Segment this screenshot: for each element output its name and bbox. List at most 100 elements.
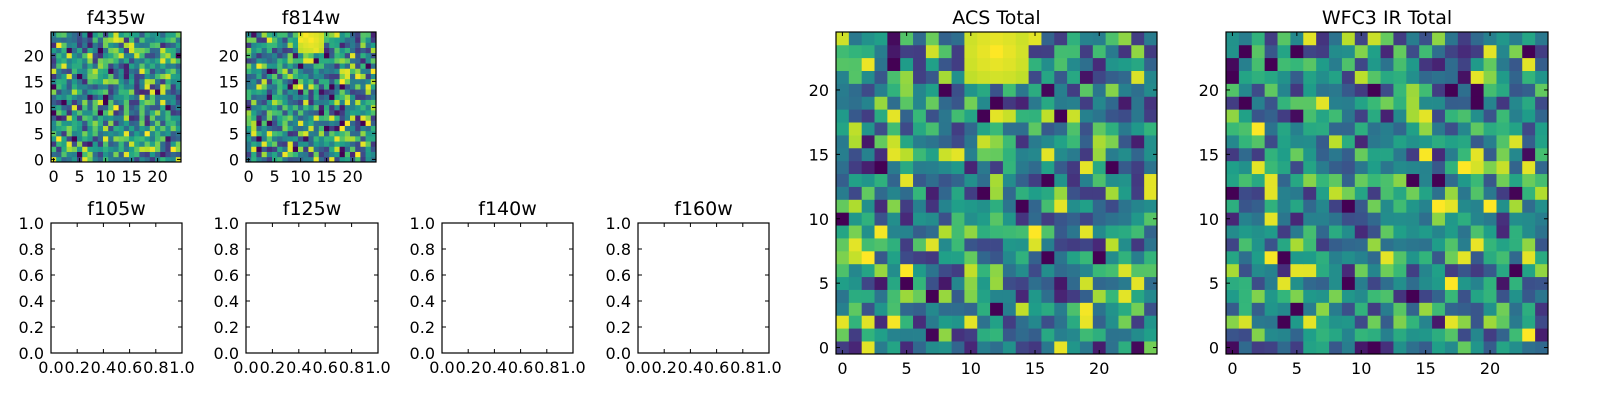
heatmap-cell	[990, 96, 1004, 110]
heatmap-cell	[82, 125, 88, 132]
heatmap-cell	[261, 89, 268, 95]
heatmap-cell	[139, 89, 145, 95]
heatmap-cell	[1105, 83, 1119, 97]
heatmap-cell	[134, 52, 140, 59]
heatmap-cell	[370, 151, 377, 158]
heatmap-cell	[1406, 109, 1420, 123]
heatmap-cell	[350, 42, 356, 48]
heatmap-cell	[900, 315, 914, 329]
heatmap-cell	[1238, 225, 1253, 239]
heatmap-cell	[370, 63, 377, 69]
heatmap-cell	[123, 58, 130, 64]
heatmap-cell	[370, 115, 377, 121]
heatmap-cell	[155, 78, 161, 85]
heatmap-cell	[977, 315, 991, 329]
heatmap-cell	[1303, 315, 1317, 329]
heatmap-cell	[1393, 109, 1407, 123]
heatmap-cell	[97, 99, 104, 106]
heatmap-cell	[160, 104, 166, 111]
heatmap-cell	[1535, 186, 1549, 200]
heatmap-cell	[71, 125, 78, 132]
heatmap-cell	[1380, 212, 1394, 226]
heatmap-cell	[298, 141, 304, 147]
heatmap-cell	[1535, 328, 1549, 342]
heatmap-cell	[298, 52, 304, 59]
heatmap-cell	[329, 130, 335, 137]
heatmap-cell	[861, 147, 875, 162]
heatmap-cell	[1432, 57, 1446, 71]
heatmap-cell	[1522, 263, 1536, 278]
heatmap-cell	[1457, 32, 1472, 46]
heatmap-cell	[344, 42, 351, 48]
heatmap-cell	[1303, 57, 1317, 71]
heatmap-cell	[165, 68, 171, 74]
heatmap-cell	[344, 78, 351, 85]
heatmap-cell	[251, 141, 257, 147]
heatmap-cell	[1054, 32, 1068, 46]
heatmap-cell	[51, 42, 57, 48]
heatmap-cell	[1226, 302, 1240, 316]
heatmap-cell	[1509, 147, 1523, 162]
heatmap-cell	[836, 315, 850, 329]
heatmap-cell	[1251, 147, 1265, 162]
heatmap-cell	[1316, 160, 1330, 175]
heatmap-cell	[1522, 250, 1536, 265]
heatmap-cell	[370, 47, 377, 54]
heatmap-cell	[149, 151, 156, 158]
heatmap-cell	[1380, 83, 1394, 97]
heatmap-cell	[82, 141, 88, 147]
heatmap-cell	[282, 47, 288, 54]
heatmap-cell	[134, 125, 140, 132]
heatmap-cell	[1393, 96, 1407, 110]
heatmap-cell	[118, 63, 125, 69]
heatmap-cell	[123, 73, 130, 80]
heatmap-cell	[139, 58, 145, 64]
heatmap-cell	[1316, 263, 1330, 278]
heatmap-cell	[66, 47, 73, 54]
heatmap-cell	[1238, 173, 1253, 187]
heatmap-cell	[113, 78, 119, 85]
heatmap-cell	[1067, 109, 1081, 123]
heatmap-cell	[1367, 32, 1381, 46]
heatmap-cell	[87, 151, 93, 158]
heatmap-cell	[977, 289, 991, 303]
heatmap-cell	[103, 141, 109, 147]
heatmap-cell	[339, 130, 346, 137]
heatmap-cell	[160, 125, 166, 132]
heatmap-cell	[1105, 238, 1119, 252]
heatmap-cell	[1028, 199, 1042, 213]
heatmap-cell	[277, 73, 283, 80]
heatmap-cell	[108, 136, 114, 142]
heatmap-cell	[964, 238, 978, 252]
heatmap-cell	[277, 146, 283, 152]
heatmap-cell	[160, 136, 166, 142]
heatmap-cell	[266, 151, 273, 158]
heatmap-cell	[71, 115, 78, 121]
heatmap-cell	[1329, 341, 1343, 355]
heatmap-cell	[113, 89, 119, 95]
heatmap-cell	[277, 141, 283, 147]
heatmap-cell	[149, 156, 156, 163]
heatmap-cell	[1496, 225, 1510, 239]
heatmap-cell	[129, 130, 135, 137]
heatmap-cell	[134, 115, 140, 121]
heatmap-cell	[97, 130, 104, 137]
heatmap-cell	[1067, 289, 1081, 303]
heatmap-cell	[1144, 173, 1158, 187]
heatmap-cell	[1406, 315, 1420, 329]
heatmap-cell	[61, 37, 67, 43]
heatmap-cell	[277, 84, 283, 90]
heatmap-cell	[913, 315, 927, 329]
heatmap-cell	[1144, 44, 1158, 59]
heatmap-cell	[874, 122, 888, 136]
heatmap-cell	[56, 32, 62, 38]
heatmap-cell	[118, 141, 125, 147]
heatmap-cell	[1483, 238, 1497, 252]
heatmap-cell	[129, 110, 135, 116]
heatmap-cell	[1028, 225, 1042, 239]
heatmap-cell	[1277, 289, 1291, 303]
heatmap-cell	[277, 78, 283, 85]
heatmap-cell	[848, 57, 863, 71]
heatmap-cell	[266, 94, 273, 100]
heatmap-cell	[1393, 328, 1407, 342]
